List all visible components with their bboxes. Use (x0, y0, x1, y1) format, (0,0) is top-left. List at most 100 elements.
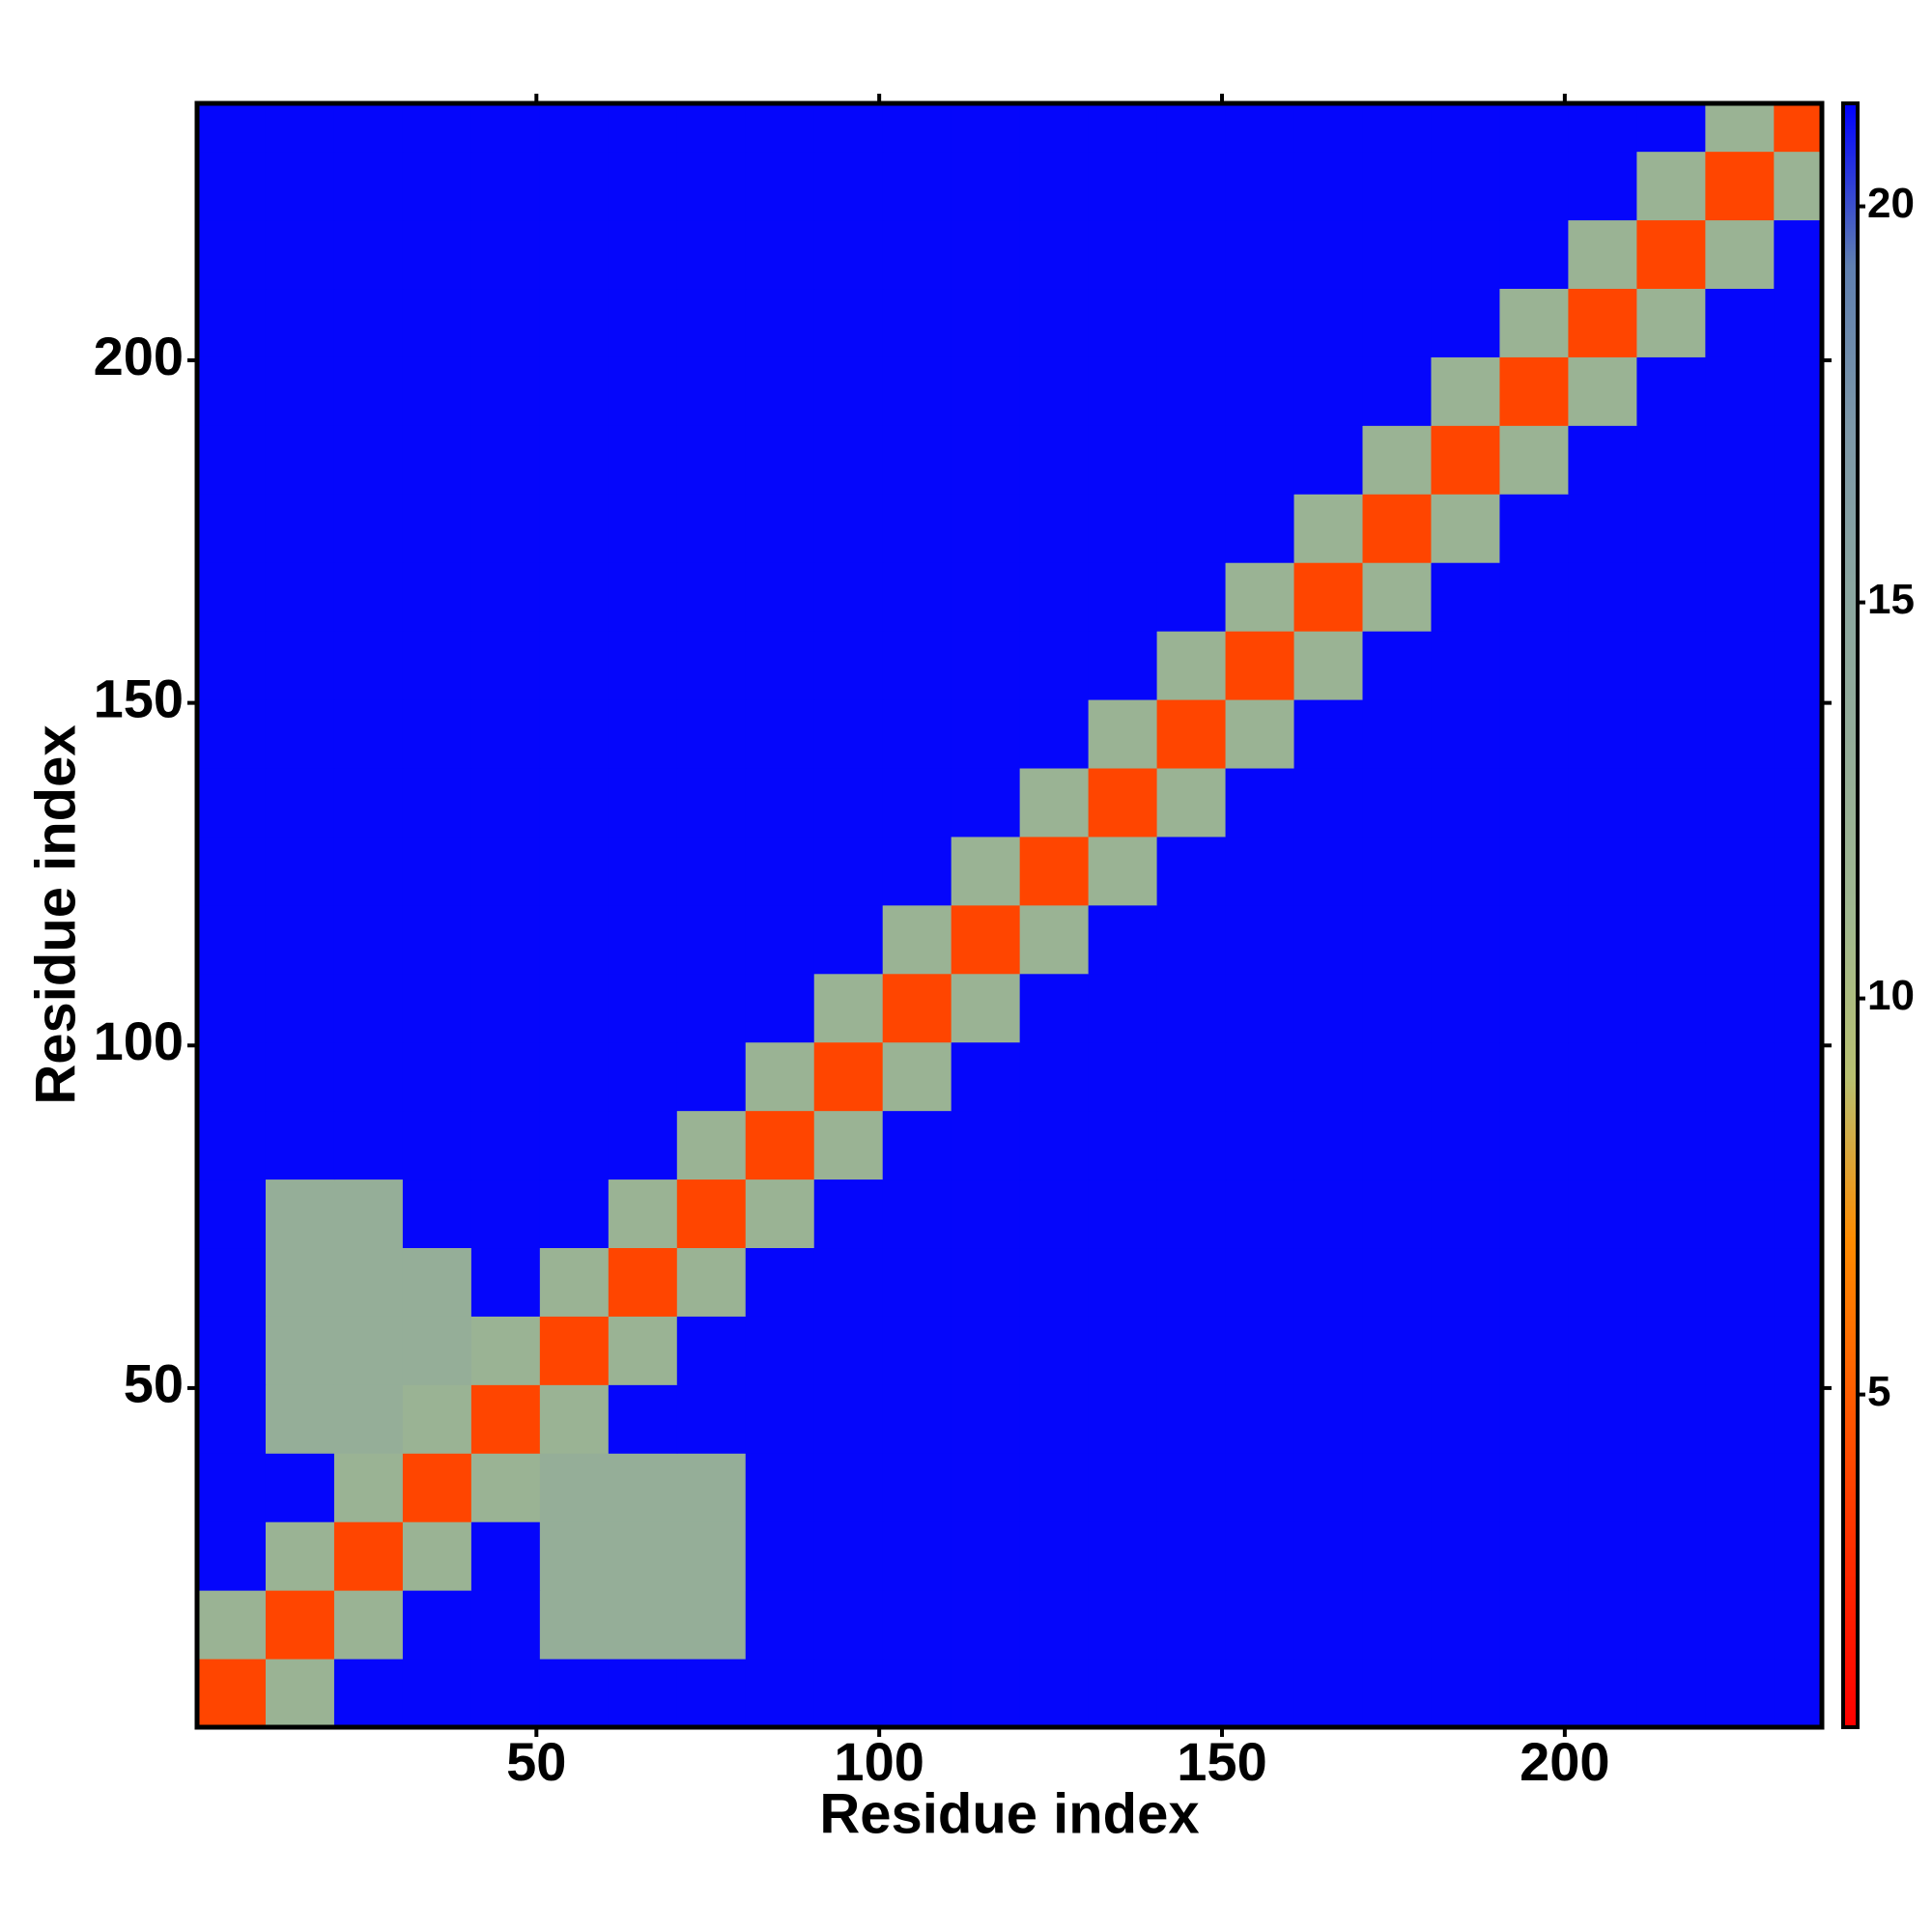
heatmap-cell (1225, 699, 1295, 769)
heatmap-cell (882, 562, 952, 632)
heatmap-cell (1156, 425, 1227, 495)
heatmap-cell (402, 219, 472, 290)
heatmap-cell (676, 1453, 747, 1522)
heatmap-cell (1088, 1521, 1158, 1591)
heatmap-cell (1705, 1179, 1775, 1249)
heatmap-cell (1293, 973, 1363, 1043)
heatmap-cell (470, 1521, 541, 1591)
heatmap-cell (539, 1453, 610, 1522)
heatmap-cell (470, 219, 541, 290)
heatmap-cell (1774, 973, 1823, 1043)
heatmap-cell (951, 904, 1021, 975)
heatmap-cell (402, 1041, 472, 1112)
heatmap-cell (1705, 1659, 1775, 1728)
heatmap-cell (676, 151, 747, 221)
heatmap-cell (402, 425, 472, 495)
heatmap-cell (1705, 151, 1775, 221)
heatmap-cell (1499, 1179, 1569, 1249)
heatmap-cell (333, 151, 404, 221)
heatmap-cell (1225, 356, 1295, 426)
heatmap-cell (265, 1179, 335, 1249)
heatmap-cell (265, 1521, 335, 1591)
colorbar-tick-label: 5 (1867, 1368, 1890, 1415)
heatmap-cell (1636, 288, 1706, 357)
heatmap-cell (402, 836, 472, 906)
heatmap-cell (1636, 494, 1706, 563)
heatmap-cell (197, 1110, 267, 1180)
heatmap-cell (539, 356, 610, 426)
heatmap-cell (470, 1590, 541, 1660)
heatmap-cell (608, 1384, 678, 1454)
heatmap-cell (1774, 219, 1823, 290)
heatmap-cell (1705, 1384, 1775, 1454)
heatmap-cell (539, 494, 610, 563)
heatmap-cell (470, 1453, 541, 1522)
heatmap-cell (813, 356, 884, 426)
heatmap-cell (1088, 151, 1158, 221)
heatmap-cell (745, 288, 815, 357)
heatmap-cell (608, 1590, 678, 1660)
heatmap-cell (265, 151, 335, 221)
heatmap-cell (951, 1659, 1021, 1728)
heatmap-cell (951, 768, 1021, 838)
heatmap-cell (1636, 699, 1706, 769)
heatmap-cell (265, 1247, 335, 1317)
heatmap-cell (1568, 699, 1637, 769)
heatmap-cell (745, 1659, 815, 1728)
heatmap-cell (1019, 1453, 1090, 1522)
heatmap-cell (882, 973, 952, 1043)
heatmap-cell (813, 1384, 884, 1454)
heatmap-cell (1225, 1179, 1295, 1249)
heatmap-cell (1568, 1384, 1637, 1454)
heatmap-cell (1431, 699, 1500, 769)
heatmap-cell (539, 1590, 610, 1660)
heatmap-cell (1156, 1316, 1227, 1385)
heatmap-cell (1499, 288, 1569, 357)
heatmap-cell (813, 768, 884, 838)
heatmap-cell (402, 904, 472, 975)
heatmap-cell (1019, 904, 1090, 975)
heatmap-cell (539, 425, 610, 495)
heatmap-cell (1705, 699, 1775, 769)
heatmap-cell (470, 1041, 541, 1112)
heatmap-cell (470, 103, 541, 153)
heatmap-cell (1636, 151, 1706, 221)
heatmap-cell (1019, 836, 1090, 906)
heatmap-cell (265, 288, 335, 357)
heatmap-cell (470, 699, 541, 769)
heatmap-cell (1019, 973, 1090, 1043)
heatmap-cell (1774, 1179, 1823, 1249)
heatmap-cell (882, 768, 952, 838)
heatmap-cell (402, 973, 472, 1043)
heatmap-cell (197, 768, 267, 838)
heatmap-cell (402, 1179, 472, 1249)
heatmap-cell (1636, 768, 1706, 838)
heatmap-cell (745, 768, 815, 838)
colorbar-tick-label: 10 (1867, 972, 1915, 1019)
heatmap-cell (1293, 103, 1363, 153)
heatmap-cell (882, 1521, 952, 1591)
heatmap-cell (745, 699, 815, 769)
heatmap-cell (882, 288, 952, 357)
heatmap-cell (882, 1590, 952, 1660)
heatmap-cell (951, 288, 1021, 357)
heatmap-cell (1293, 1110, 1363, 1180)
heatmap-cell (951, 103, 1021, 153)
heatmap-cell (1088, 1179, 1158, 1249)
heatmap-cell (813, 151, 884, 221)
heatmap-cell (1156, 1590, 1227, 1660)
heatmap-cell (1568, 562, 1637, 632)
heatmap-cell (402, 151, 472, 221)
heatmap-cell (951, 1041, 1021, 1112)
heatmap-cell (1774, 1384, 1823, 1454)
heatmap-cell (470, 425, 541, 495)
heatmap-cell (1019, 768, 1090, 838)
heatmap-cell (1774, 1521, 1823, 1591)
heatmap-cell (1019, 1384, 1090, 1454)
heatmap-cell (1431, 768, 1500, 838)
heatmap-cell (951, 1521, 1021, 1591)
colorbar (1841, 101, 1860, 1729)
heatmap-cell (1705, 1521, 1775, 1591)
heatmap-cell (1088, 1453, 1158, 1522)
heatmap-cell (1705, 631, 1775, 700)
